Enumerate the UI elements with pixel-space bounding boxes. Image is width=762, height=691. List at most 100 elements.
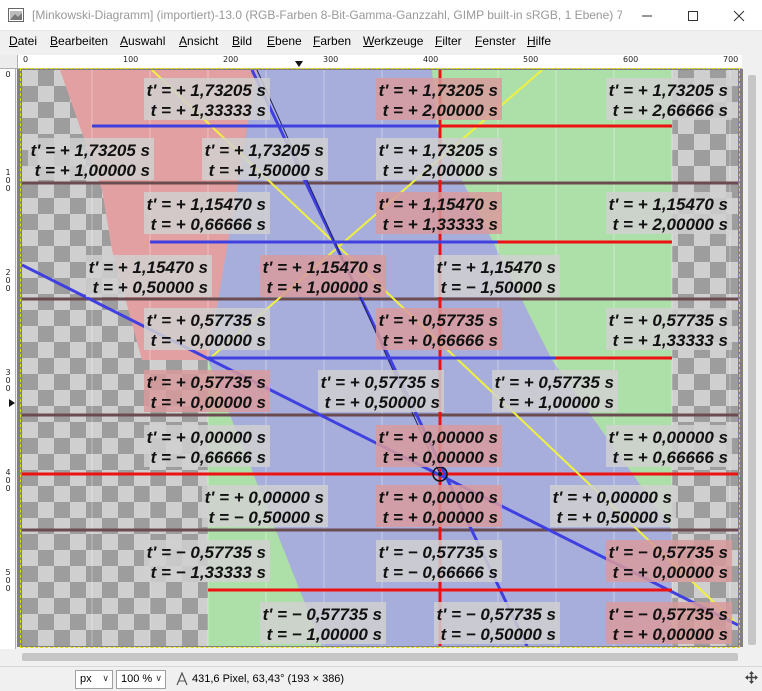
vertical-scroll-thumb[interactable] <box>748 75 756 645</box>
label-box <box>260 602 386 644</box>
close-icon <box>733 10 745 21</box>
horizontal-scroll-thumb[interactable] <box>22 653 738 661</box>
menu-auswahl[interactable]: Auswahl <box>120 34 166 48</box>
t-label: t = + 0,00000 s <box>613 563 728 582</box>
label-box <box>376 485 502 527</box>
unit-select[interactable]: px ∨ <box>75 670 113 689</box>
t-label: t = + 2,00000 s <box>383 101 498 120</box>
t-label: t = + 1,00000 s <box>35 161 150 180</box>
menu-bild[interactable]: Bild <box>232 34 253 48</box>
hruler-label: 700 <box>723 55 739 64</box>
tprime-label: t' = + 0,57735 s <box>609 311 728 330</box>
tprime-label: t' = + 1,73205 s <box>205 141 324 160</box>
label-box <box>202 138 328 180</box>
label-box <box>376 78 502 120</box>
tprime-label: t' = + 0,00000 s <box>553 488 672 507</box>
menu-fenster[interactable]: Fenster <box>475 34 516 48</box>
measure-tool-icon <box>176 672 188 686</box>
hruler-label: 100 <box>123 55 139 64</box>
hruler-label: 600 <box>623 55 639 64</box>
vruler-label: 300 <box>5 368 11 393</box>
t-label: t = + 0,66666 s <box>151 215 266 234</box>
horizontal-ruler[interactable]: 0 100 200 300 400 500 600 700 <box>18 55 742 69</box>
label-box <box>434 602 560 644</box>
tprime-label: t' = + 1,15470 s <box>89 258 208 277</box>
vruler-label: 100 <box>5 168 11 193</box>
vruler-label: 200 <box>5 268 11 293</box>
vruler-label: 400 <box>5 468 11 493</box>
label-box <box>144 78 270 120</box>
maximize-button[interactable] <box>670 0 716 31</box>
zoom-select[interactable]: 100 % ∨ <box>116 670 166 689</box>
minimize-button[interactable] <box>624 0 670 31</box>
tprime-label: t' = + 0,00000 s <box>379 488 498 507</box>
tprime-label: t' = + 1,73205 s <box>609 81 728 100</box>
t-label: t = + 1,00000 s <box>499 393 614 412</box>
t-label: t = + 0,50000 s <box>325 393 440 412</box>
label-box <box>144 425 270 467</box>
label-box <box>376 540 502 582</box>
pointer-marker-icon <box>295 61 303 67</box>
label-box <box>144 370 270 412</box>
tprime-label: t' = + 0,57735 s <box>147 373 266 392</box>
t-label: t = + 0,00000 s <box>151 331 266 350</box>
t-label: t = + 1,00000 s <box>267 278 382 297</box>
tprime-label: t' = + 1,73205 s <box>379 141 498 160</box>
menu-ebene[interactable]: Ebene <box>267 34 302 48</box>
t-label: t = + 0,00000 s <box>151 393 266 412</box>
t-label: t = + 1,33333 s <box>383 215 498 234</box>
t-label: t = − 1,50000 s <box>441 278 556 297</box>
title-bar: [Minkowski-Diagramm] (importiert)-13.0 (… <box>0 0 762 31</box>
t-label: t = − 0,50000 s <box>209 508 324 527</box>
hruler-label: 200 <box>223 55 239 64</box>
menu-hilfe[interactable]: Hilfe <box>527 34 552 48</box>
t-label: t = + 0,50000 s <box>93 278 208 297</box>
vertical-ruler[interactable]: 0 100 200 300 400 500 <box>0 69 16 649</box>
tprime-label: t' = + 0,57735 s <box>147 311 266 330</box>
status-bar: px ∨ 100 % ∨ 431,6 Pixel, 63,43° (193 × 38… <box>0 666 762 691</box>
tprime-label: t' = + 0,00000 s <box>609 428 728 447</box>
label-box <box>434 255 560 297</box>
label-box <box>606 308 732 350</box>
t-label: t = + 0,66666 s <box>383 331 498 350</box>
label-box <box>606 192 732 234</box>
label-box <box>28 138 154 180</box>
image-canvas[interactable]: t' = + 1,73205 s t = + 1,33333 s t' = + 1,… <box>22 70 738 646</box>
t-label: t = + 0,50000 s <box>557 508 672 527</box>
label-box <box>144 540 270 582</box>
tprime-label: t' = + 1,73205 s <box>147 81 266 100</box>
menu-farben[interactable]: Farben <box>313 34 352 48</box>
menu-bearbeiten[interactable]: Bearbeiten <box>50 34 109 48</box>
tprime-label: t' = − 0,57735 s <box>379 543 498 562</box>
tprime-label: t' = − 0,57735 s <box>609 543 728 562</box>
vruler-label: 500 <box>5 568 11 593</box>
close-button[interactable] <box>716 0 762 31</box>
menu-ansicht[interactable]: Ansicht <box>179 34 219 48</box>
vertical-scrollbar[interactable] <box>743 55 762 665</box>
hruler-label: 300 <box>323 55 339 64</box>
menu-datei[interactable]: Datei <box>9 34 38 48</box>
menu-filter[interactable]: Filter <box>435 34 462 48</box>
label-box <box>144 308 270 350</box>
t-label: t = + 2,66666 s <box>613 101 728 120</box>
vruler-label: 0 <box>5 70 11 79</box>
tprime-label: t' = − 0,57735 s <box>437 605 556 624</box>
minimize-icon <box>642 15 652 16</box>
window-title: [Minkowski-Diagramm] (importiert)-13.0 (… <box>32 8 622 22</box>
ruler-corner[interactable] <box>0 55 18 69</box>
horizontal-scrollbar[interactable] <box>18 648 742 665</box>
measure-point-center <box>438 472 442 476</box>
tprime-label: t' = + 1,73205 s <box>31 141 150 160</box>
hruler-label: 400 <box>423 55 439 64</box>
label-box <box>376 138 502 180</box>
navigate-icon[interactable] <box>745 671 758 684</box>
tprime-label: t' = + 0,00000 s <box>205 488 324 507</box>
menu-werkzeuge[interactable]: Werkzeuge <box>363 34 424 48</box>
t-label: t = + 0,66666 s <box>613 448 728 467</box>
t-label: t = − 1,00000 s <box>267 625 382 644</box>
gimp-app-icon <box>8 8 24 22</box>
tprime-label: t' = + 0,57735 s <box>321 373 440 392</box>
hruler-label: 0 <box>23 55 29 64</box>
tprime-label: t' = − 0,57735 s <box>147 543 266 562</box>
